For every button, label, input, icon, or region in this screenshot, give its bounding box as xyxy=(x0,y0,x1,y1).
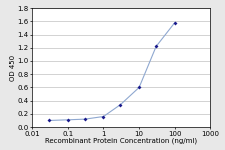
Point xyxy=(119,103,122,106)
X-axis label: Recombinant Protein Concentration (ng/ml): Recombinant Protein Concentration (ng/ml… xyxy=(45,138,197,144)
Point xyxy=(173,21,177,24)
Point xyxy=(102,115,105,118)
Point xyxy=(66,119,70,121)
Point xyxy=(154,45,158,48)
Point xyxy=(47,119,51,122)
Point xyxy=(137,86,141,89)
Y-axis label: OD 450: OD 450 xyxy=(10,54,16,81)
Point xyxy=(83,118,87,120)
